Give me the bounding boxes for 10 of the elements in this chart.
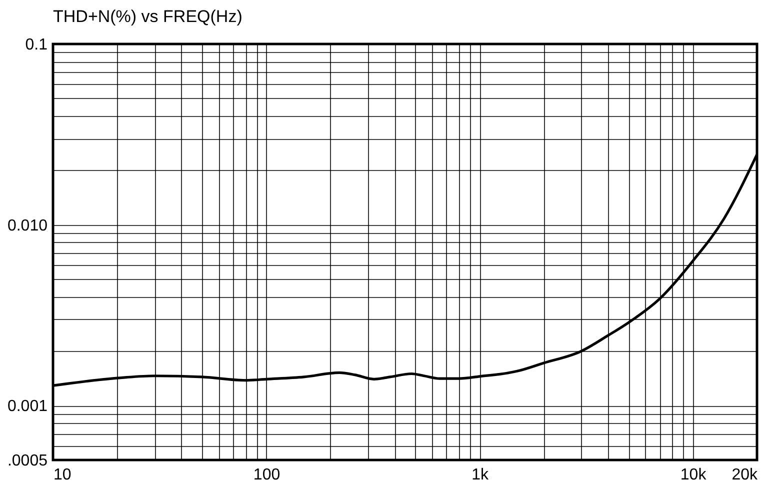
x-tick-label: 100 <box>253 466 280 484</box>
chart-title: THD+N(%) vs FREQ(Hz) <box>53 7 242 26</box>
y-tick-label: 0.001 <box>7 398 48 416</box>
y-tick-label: 0.1 <box>25 36 48 54</box>
x-tick-label: 20k <box>732 466 758 484</box>
x-tick-label: 10k <box>680 466 708 484</box>
x-tick-label: 1k <box>472 466 490 484</box>
x-tick-label: 10 <box>54 466 72 484</box>
y-tick-label: 0.010 <box>7 217 48 234</box>
y-tick-label: .0005 <box>7 452 48 470</box>
